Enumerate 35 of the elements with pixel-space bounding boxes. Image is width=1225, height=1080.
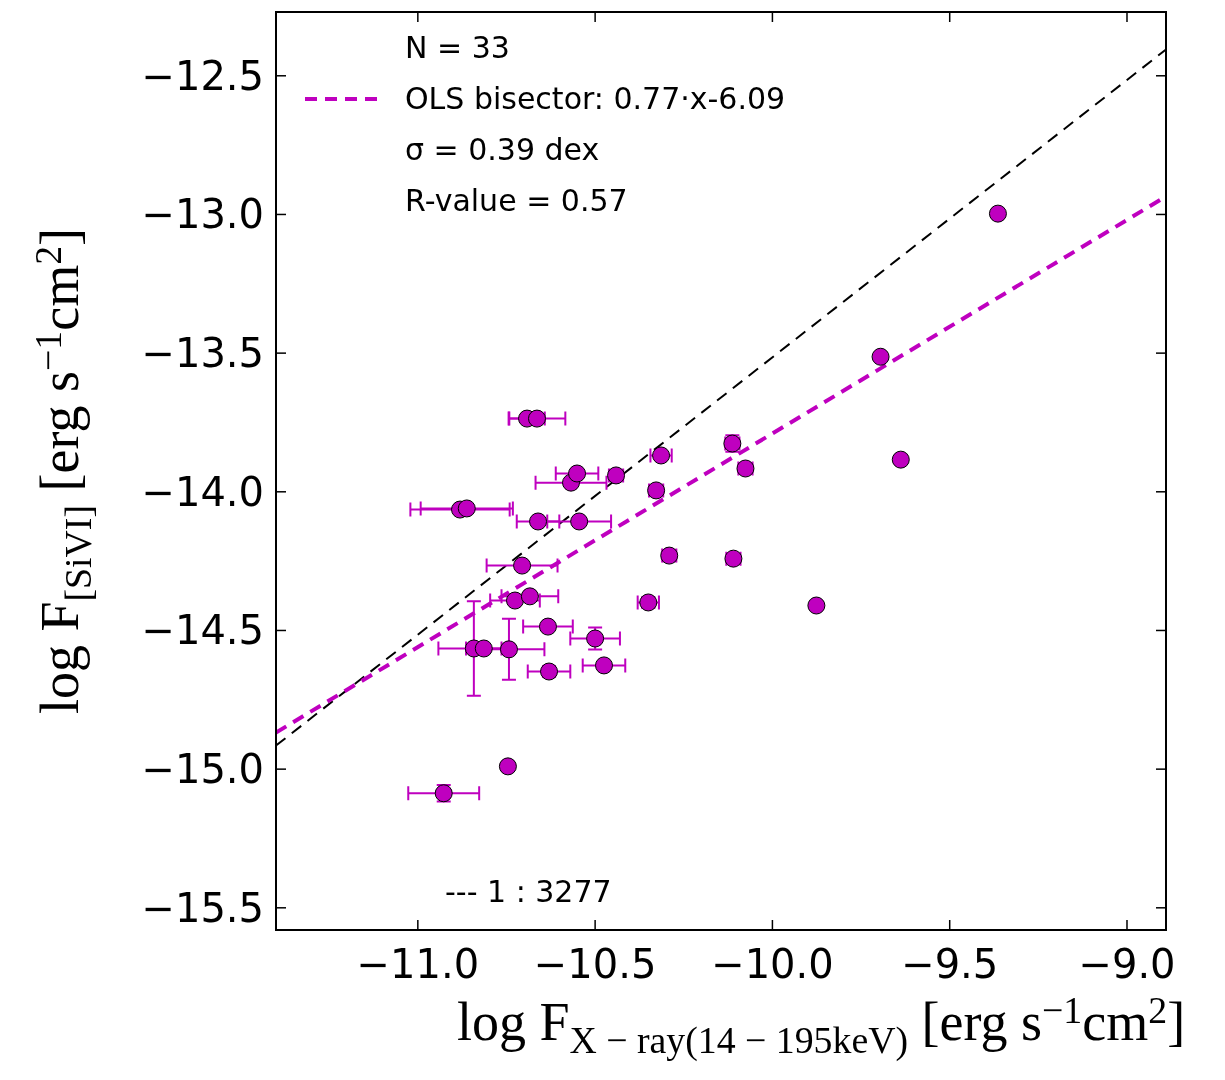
point bbox=[594, 656, 613, 675]
y-tick-label: −15.0 bbox=[141, 746, 264, 793]
legend-label: OLS bisector: 0.77·x-6.09 bbox=[405, 81, 786, 116]
annotation: R-value = 0.57 bbox=[405, 183, 628, 218]
point bbox=[527, 409, 546, 428]
y-tick-label: −14.0 bbox=[141, 468, 264, 515]
x-tick-label: −10.5 bbox=[533, 941, 657, 987]
point bbox=[513, 556, 532, 575]
point bbox=[499, 640, 518, 659]
point bbox=[529, 512, 548, 531]
x-tick-label: −11.0 bbox=[356, 941, 480, 987]
annotation: N = 33 bbox=[405, 30, 510, 65]
y-tick-label: −13.0 bbox=[141, 191, 264, 238]
point bbox=[570, 512, 589, 531]
point bbox=[505, 591, 524, 610]
x-tick-label: −9.5 bbox=[901, 941, 999, 987]
x-tick-label: −9.0 bbox=[1078, 941, 1176, 987]
point bbox=[891, 450, 910, 469]
point bbox=[538, 617, 557, 636]
y-tick-label: −14.5 bbox=[141, 607, 264, 654]
annotation: σ = 0.39 dex bbox=[405, 132, 600, 167]
point bbox=[457, 499, 476, 518]
point bbox=[568, 464, 587, 483]
annotation: --- 1 : 3277 bbox=[445, 874, 612, 909]
point bbox=[474, 639, 493, 658]
point bbox=[807, 596, 826, 615]
point bbox=[498, 757, 517, 776]
point bbox=[871, 347, 890, 366]
point bbox=[988, 204, 1007, 223]
y-tick-label: −15.5 bbox=[141, 884, 264, 931]
point bbox=[520, 587, 539, 606]
x-tick-label: −10.0 bbox=[711, 941, 834, 987]
y-tick-label: −13.5 bbox=[141, 330, 264, 377]
x-axis-title: log F$_{X − ray(14 − 195keV)}$ [erg s$^{−1}$cm$^{2}$] bbox=[456, 988, 1186, 1063]
y-tick-label: −12.5 bbox=[141, 52, 264, 99]
